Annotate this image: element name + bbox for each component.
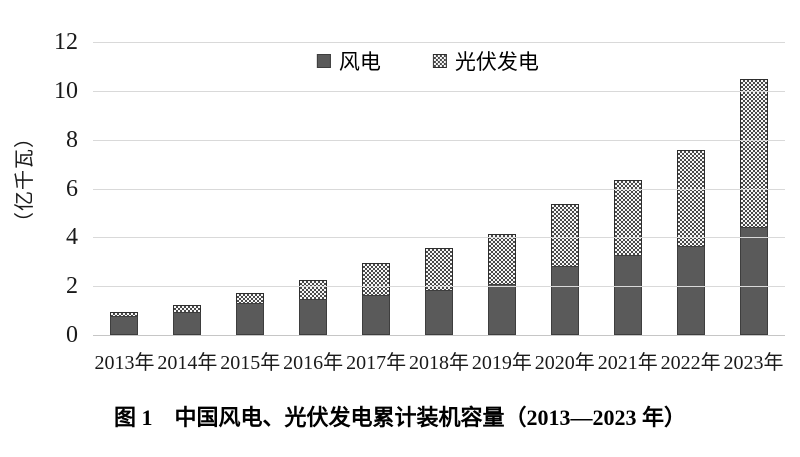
legend-item-wind: 风电 [316,46,381,76]
x-tick-label: 2018年 [408,352,469,374]
x-tick-label: 2015年 [220,352,281,374]
bar-group [345,42,408,335]
wind-segment [110,316,139,335]
wind-segment [739,227,768,335]
solar-segment [487,233,516,284]
solar-segment [110,311,139,317]
wind-segment [487,283,516,335]
figure-caption: 图 1 中国风电、光伏发电累计装机容量（2013—2023 年） [113,405,686,430]
solar-segment [236,292,265,304]
wind-segment [173,311,202,335]
bar-group [282,42,345,335]
bar-stack-2020年 [550,204,579,335]
bar-stack-2021年 [613,180,642,335]
wind-segment [676,245,705,335]
x-tick-label: 2013年 [94,352,155,374]
solar-segment [550,204,579,267]
x-tick-label: 2016年 [283,352,344,374]
bar-group [408,42,471,335]
bar-stack-2016年 [299,279,328,335]
plot-area: 风电 光伏发电 [93,42,785,336]
bar-stack-2014年 [173,304,202,335]
x-axis-labels: 2013年 2014年 2015年 2016年 2017年 2018年 2019年 2020年… [93,346,785,375]
bar-group [659,42,722,335]
bar-group [722,42,785,335]
gridline [93,188,785,190]
gridline [93,237,785,239]
wind-segment [613,254,642,335]
gridline [93,139,785,141]
wind-segment [299,298,328,335]
y-tick-label: 10 [54,77,78,104]
solar-segment [173,304,202,312]
solar-segment [424,247,453,291]
solar-segment [676,149,705,246]
y-tick-label: 6 [66,175,78,202]
x-tick-label: 2017年 [346,352,407,374]
bar-stack-2022年 [676,149,705,335]
solar-segment [613,180,642,255]
x-tick-label: 2020年 [534,352,595,374]
legend-label-wind: 风电 [338,50,381,74]
legend-label-solar: 光伏发电 [454,50,539,74]
wind-segment [362,294,391,335]
bar-stack-2015年 [236,292,265,335]
solar-segment [739,78,768,228]
bar-stack-2017年 [362,263,391,335]
bar-group [219,42,282,335]
y-tick-label: 0 [66,322,78,348]
y-tick-label: 12 [54,29,78,55]
legend: 风电 光伏发电 [316,46,539,76]
bar-stack-2019年 [487,233,516,335]
bar-group [470,42,533,335]
x-tick-label: 2014年 [157,352,218,374]
legend-item-solar: 光伏发电 [432,46,539,76]
x-tick-label: 2021年 [597,352,658,374]
bar-stack-2018年 [424,247,453,335]
wind-segment [236,303,265,335]
y-tick-label: 8 [66,126,78,153]
solar-segment [299,279,328,299]
solar-segment [362,263,391,295]
solar-swatch-icon [432,54,447,68]
wind-segment [424,290,453,335]
bar-stack-2013年 [110,311,139,335]
bar-group [596,42,659,335]
x-tick-label: 2019年 [471,352,532,374]
gridline [93,335,785,336]
bar-group [533,42,596,335]
x-tick-label: 2022年 [660,352,721,374]
bar-stack-2023年 [739,78,768,335]
bar-group [93,42,156,335]
wind-segment [550,266,579,335]
gridline [93,90,785,92]
wind-swatch-icon [316,54,331,68]
bars [93,42,785,335]
gridline [93,286,785,288]
y-tick-label: 4 [66,224,78,251]
bar-group [156,42,219,335]
y-tick-label: 2 [66,273,78,300]
x-tick-label: 2023年 [723,352,784,374]
gridline [93,42,785,43]
